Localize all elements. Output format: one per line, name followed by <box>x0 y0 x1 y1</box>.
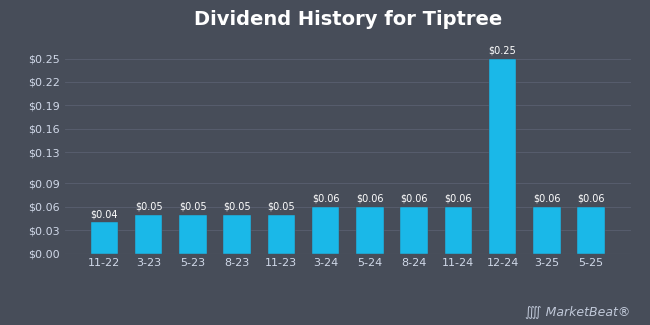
Text: $0.06: $0.06 <box>312 194 339 203</box>
Bar <box>224 214 251 254</box>
Bar <box>179 214 207 254</box>
Text: $0.05: $0.05 <box>224 202 251 211</box>
Text: $0.06: $0.06 <box>533 194 560 203</box>
Text: $0.06: $0.06 <box>577 194 605 203</box>
Text: $0.04: $0.04 <box>90 209 118 219</box>
Bar <box>268 214 295 254</box>
Bar <box>533 207 560 254</box>
Title: Dividend History for Tiptree: Dividend History for Tiptree <box>194 10 502 29</box>
Text: $0.05: $0.05 <box>135 202 162 211</box>
Bar <box>400 207 428 254</box>
Text: $0.05: $0.05 <box>179 202 207 211</box>
Text: $0.05: $0.05 <box>268 202 295 211</box>
Text: $0.06: $0.06 <box>400 194 428 203</box>
Bar <box>312 207 339 254</box>
Bar <box>91 222 118 254</box>
Text: $0.06: $0.06 <box>356 194 384 203</box>
Text: $0.25: $0.25 <box>489 46 517 55</box>
Bar <box>356 207 384 254</box>
Bar <box>489 58 516 254</box>
Bar <box>445 207 472 254</box>
Bar <box>135 214 162 254</box>
Text: ⨌ MarketBeat®: ⨌ MarketBeat® <box>525 306 630 318</box>
Text: $0.06: $0.06 <box>445 194 472 203</box>
Bar <box>577 207 605 254</box>
